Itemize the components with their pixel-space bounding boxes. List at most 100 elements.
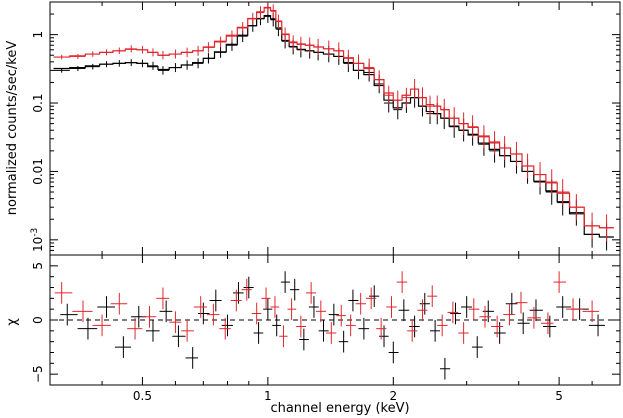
residual-point (145, 320, 160, 342)
residual-point (517, 312, 530, 335)
data-point (449, 107, 459, 130)
data-point (169, 49, 182, 59)
data-point (402, 87, 411, 108)
data-point (147, 48, 158, 57)
residual-panel: 0.5 1 2 5 −5 0 5 (31, 254, 621, 403)
data-point (281, 27, 290, 42)
data-point (99, 61, 113, 68)
data-point (569, 194, 585, 221)
residual-point (193, 296, 208, 318)
residual-point (172, 325, 186, 348)
y-tick-exponent: -3 (30, 228, 40, 237)
residual-point (447, 301, 459, 324)
residual-point (429, 320, 441, 342)
residual-y-axis-label: χ (5, 318, 20, 326)
residual-point (243, 276, 254, 299)
data-point (157, 50, 170, 60)
residual-point (369, 285, 380, 307)
data-point (264, 2, 271, 15)
residual-point (253, 322, 264, 344)
residual-point (505, 292, 518, 315)
residual-point (92, 314, 111, 337)
residual-point (207, 303, 220, 326)
residual-point (515, 291, 528, 314)
residual-point (209, 289, 222, 312)
residual-point (127, 317, 143, 340)
data-point (157, 66, 170, 75)
data-point (247, 19, 257, 32)
x-tick-label: 2 (389, 389, 397, 403)
residual-point (181, 320, 194, 342)
residual-point (280, 271, 290, 293)
residual-point (77, 317, 98, 340)
y-tick-label: −5 (31, 365, 45, 383)
residual-point (251, 302, 262, 325)
data-point (125, 45, 137, 53)
data-point (136, 59, 148, 68)
data-point (305, 37, 314, 54)
residual-point (461, 296, 472, 318)
residual-point (159, 300, 173, 323)
data-point (353, 54, 364, 73)
residual-point (185, 347, 199, 369)
residual-point (542, 315, 557, 338)
data-point (383, 85, 394, 105)
residual-point (110, 292, 128, 315)
residual-point (398, 299, 410, 322)
residual-point (365, 287, 377, 310)
residual-point (355, 292, 366, 315)
residual-point (308, 296, 319, 318)
residual-point (114, 336, 132, 358)
residual-point (553, 271, 567, 293)
data-point (226, 30, 238, 42)
data-point (256, 6, 265, 19)
residual-point (261, 287, 271, 310)
data-point (533, 162, 546, 188)
data-point (374, 70, 384, 89)
data-point (468, 115, 479, 139)
data-point (323, 40, 334, 58)
data-point (214, 46, 227, 58)
residual-point (566, 298, 583, 320)
residual-point (272, 314, 281, 337)
residual-point (479, 305, 492, 328)
spectrum-y-axis-label: normalized counts/sec/keV (5, 41, 20, 216)
residual-point (386, 296, 397, 318)
data-point (478, 125, 490, 149)
residual-point (345, 314, 356, 337)
data-point (270, 4, 276, 18)
data-point (426, 95, 434, 117)
residual-point (169, 311, 182, 333)
data-point (247, 12, 257, 25)
residual-point (493, 322, 506, 344)
residual-point (471, 336, 483, 358)
data-point (136, 46, 148, 54)
residual-point (142, 305, 157, 328)
residual-point (97, 296, 115, 318)
model-step-line (53, 6, 614, 229)
residual-point (299, 328, 309, 351)
residual-point (156, 287, 170, 310)
data-point (393, 90, 403, 110)
residual-point (315, 300, 327, 323)
data-point (569, 199, 585, 226)
residual-point (527, 307, 541, 329)
x-axis-label: channel energy (keV) (270, 401, 409, 416)
residual-point (427, 285, 438, 307)
data-point (69, 65, 86, 72)
residual-point (417, 299, 428, 322)
data-point (410, 78, 419, 100)
data-point (557, 179, 570, 205)
spectrum-data (53, 2, 614, 251)
data-point (85, 63, 100, 70)
data-point (181, 60, 193, 70)
x-tick-label: 1 (264, 389, 272, 403)
residual-point (270, 296, 280, 318)
y-tick-label: 5 (31, 262, 45, 270)
residual-point (336, 304, 346, 327)
data-point (522, 153, 534, 179)
data-point (203, 42, 215, 53)
y-tick-label: 10-3 (30, 228, 45, 252)
residual-point (437, 314, 448, 337)
